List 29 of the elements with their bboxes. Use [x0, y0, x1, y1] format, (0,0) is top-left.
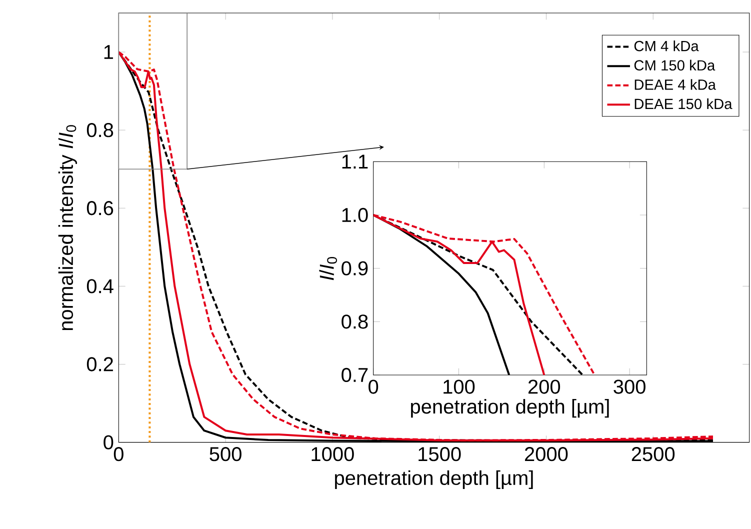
y-tick-label: 0.9 [342, 261, 368, 276]
y-tick-label: 0.4 [86, 279, 114, 294]
x-tick-label: 1000 [312, 447, 354, 462]
legend-label: DEAE 150 kDa [634, 98, 732, 110]
x-tick-label: 0 [114, 447, 124, 462]
y-axis-title: I/I$_{0}$ [319, 256, 338, 280]
y-tick-label: 0 [104, 435, 114, 450]
x-tick-label: 1500 [418, 447, 461, 462]
legend-label: CM 4 kDa [634, 40, 699, 52]
y-tick-label: 1.0 [342, 208, 368, 222]
x-tick-label: 200 [528, 380, 560, 394]
y-axis-title: normalized intensity I/I$_{0}$ [58, 125, 77, 330]
y-tick-label: 0.8 [342, 314, 368, 329]
y-tick-label: 0.8 [86, 123, 114, 138]
y-tick-label: 0.7 [342, 368, 368, 382]
x-axis-title: penetration depth [µm] [335, 470, 533, 489]
y-tick-label: 0.2 [86, 357, 113, 372]
legend-label: CM 150 kDa [634, 60, 716, 71]
x-tick-label: 2500 [632, 447, 675, 462]
x-tick-label: 300 [614, 380, 646, 394]
y-tick-label: 1.1 [342, 154, 368, 169]
x-tick-label: 100 [444, 380, 475, 394]
y-tick-label: 0.6 [86, 201, 114, 216]
legend-label: DEAE 4 kDa [634, 79, 716, 90]
x-tick-label: 0 [368, 380, 378, 394]
x-axis-title: penetration depth [µm] [411, 399, 609, 418]
x-tick-label: 500 [210, 447, 242, 462]
y-tick-label: 1 [104, 45, 113, 59]
x-tick-label: 2000 [524, 447, 568, 462]
